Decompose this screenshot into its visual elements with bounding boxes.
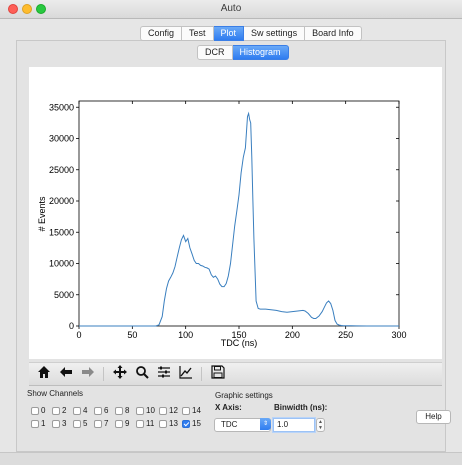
graphic-settings-label: Graphic settings	[215, 391, 273, 400]
channel-label: 13	[169, 419, 178, 428]
x-tick-label: 250	[338, 330, 353, 340]
main-tab-bar: Config Test Plot Sw settings Board Info	[140, 26, 362, 41]
zoom-icon[interactable]	[133, 365, 151, 383]
toolbar-separator	[201, 367, 202, 381]
x-tick-label: 300	[391, 330, 406, 340]
y-tick-label: 25000	[49, 165, 74, 175]
window-title: Auto	[220, 3, 242, 14]
channel-4-checkbox[interactable]: 4	[73, 406, 87, 415]
toolbar-separator	[103, 367, 104, 381]
y-tick-label: 30000	[49, 134, 74, 144]
channel-label: 15	[192, 419, 201, 428]
channel-label: 11	[146, 419, 155, 428]
y-tick-label: 0	[69, 321, 74, 331]
y-tick-label: 5000	[54, 290, 74, 300]
edit-axis-icon[interactable]	[177, 365, 195, 383]
minimize-window-button[interactable]	[22, 4, 32, 14]
channel-15-checkbox[interactable]: 15	[182, 419, 201, 428]
plot-frame	[78, 100, 400, 327]
channel-label: 10	[146, 406, 155, 415]
home-icon[interactable]	[35, 365, 53, 383]
binwidth-field-label: Binwidth (ns):	[274, 403, 328, 412]
pan-icon[interactable]	[111, 365, 129, 383]
x-axis-field-label: X Axis:	[215, 403, 242, 412]
channel-9-checkbox[interactable]: 9	[115, 419, 129, 428]
maximize-window-button[interactable]	[36, 4, 46, 14]
save-icon[interactable]	[209, 365, 227, 383]
histogram-series-line	[79, 111, 399, 327]
x-axis-label: TDC (ns)	[221, 338, 258, 348]
tab-histogram[interactable]: Histogram	[232, 45, 289, 60]
channel-label: 12	[169, 406, 178, 415]
channel-label: 14	[192, 406, 201, 415]
channel-label: 3	[62, 419, 67, 428]
channel-label: 0	[41, 406, 46, 415]
channel-6-checkbox[interactable]: 6	[94, 406, 108, 415]
channel-1-checkbox[interactable]: 1	[31, 419, 45, 428]
x-tick-label: 0	[76, 330, 81, 340]
channel-11-checkbox[interactable]: 11	[136, 419, 154, 428]
forward-arrow-icon[interactable]	[79, 365, 97, 383]
histogram-plot-area: 0 50 100 150 200 250 300 0 5000 10000 15000 20000 25…	[29, 67, 442, 359]
y-tick-label: 20000	[49, 196, 74, 206]
channel-12-checkbox[interactable]: 12	[159, 406, 178, 415]
binwidth-input[interactable]: 1.0	[273, 418, 315, 432]
binwidth-input-value: 1.0	[277, 420, 289, 429]
x-tick-label: 200	[285, 330, 300, 340]
close-window-button[interactable]	[8, 4, 18, 14]
channel-label: 9	[125, 419, 130, 428]
channel-label: 2	[62, 406, 67, 415]
x-tick-label: 100	[178, 330, 193, 340]
show-channels-label: Show Channels	[27, 389, 84, 398]
y-tick-label: 10000	[49, 259, 74, 269]
subplots-config-icon[interactable]	[155, 365, 173, 383]
tab-sw-settings[interactable]: Sw settings	[244, 26, 306, 41]
y-tick-label: 15000	[49, 227, 74, 237]
channel-label: 4	[83, 406, 88, 415]
channel-label: 8	[125, 406, 130, 415]
channel-10-checkbox[interactable]: 10	[136, 406, 155, 415]
title-bar: Auto	[0, 0, 462, 19]
x-axis-select[interactable]: TDC ⇕	[214, 418, 271, 432]
plot-toolbar	[29, 362, 442, 386]
select-arrows-icon: ⇕	[260, 418, 271, 430]
channel-8-checkbox[interactable]: 8	[115, 406, 129, 415]
binwidth-stepper[interactable]: ▲ ▼	[316, 418, 325, 432]
channel-3-checkbox[interactable]: 3	[52, 419, 66, 428]
back-arrow-icon[interactable]	[57, 365, 75, 383]
y-axis-label: # Events	[37, 196, 47, 232]
histogram-chart: 0 50 100 150 200 250 300 0 5000 10000 15000 20000 25…	[37, 100, 407, 348]
tab-board-info[interactable]: Board Info	[305, 26, 362, 41]
channel-label: 7	[104, 419, 109, 428]
channel-label: 1	[41, 419, 46, 428]
x-tick-label: 50	[127, 330, 137, 340]
channel-7-checkbox[interactable]: 7	[94, 419, 108, 428]
channel-13-checkbox[interactable]: 13	[159, 419, 178, 428]
tab-dcr[interactable]: DCR	[197, 45, 233, 60]
plot-sub-tab-bar: DCR Histogram	[197, 45, 289, 60]
channel-14-checkbox[interactable]: 14	[182, 406, 201, 415]
channel-5-checkbox[interactable]: 5	[73, 419, 87, 428]
channel-0-checkbox[interactable]: 0	[31, 406, 45, 415]
tab-plot[interactable]: Plot	[213, 26, 245, 41]
channel-label: 5	[83, 419, 88, 428]
status-bar	[0, 452, 462, 465]
tab-config[interactable]: Config	[140, 26, 183, 41]
help-button[interactable]: Help	[416, 410, 451, 424]
y-tick-label: 35000	[49, 102, 74, 112]
channel-2-checkbox[interactable]: 2	[52, 406, 66, 415]
tab-test[interactable]: Test	[182, 26, 214, 41]
x-tick-label: 150	[231, 330, 246, 340]
x-axis-select-value: TDC	[221, 420, 238, 429]
channel-label: 6	[104, 406, 109, 415]
